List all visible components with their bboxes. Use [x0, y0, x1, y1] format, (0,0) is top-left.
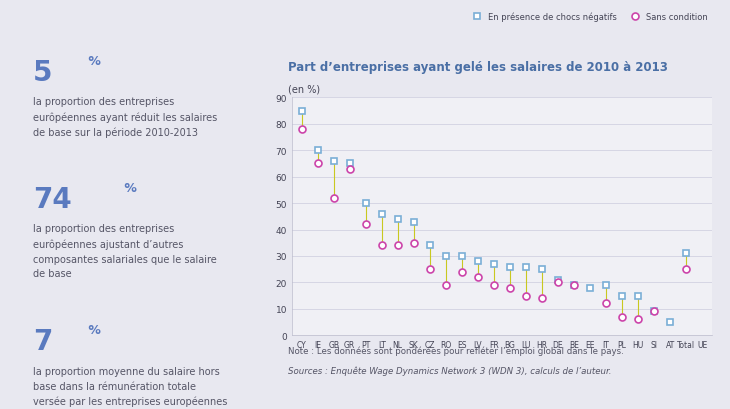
Text: 7: 7: [33, 328, 53, 355]
Text: la proportion moyenne du salaire hors
base dans la rémunération totale
versée pa: la proportion moyenne du salaire hors ba…: [33, 366, 227, 406]
Legend: En présence de chocs négatifs, Sans condition: En présence de chocs négatifs, Sans cond…: [469, 12, 707, 22]
Text: Part d’entreprises ayant gelé les salaires de 2010 à 2013: Part d’entreprises ayant gelé les salair…: [288, 61, 668, 74]
Text: 5: 5: [33, 58, 53, 86]
Text: Note : Les données sont pondérées pour refléter l’emploi global dans le pays.: Note : Les données sont pondérées pour r…: [288, 346, 624, 355]
Text: (en %): (en %): [288, 84, 320, 94]
Text: 74: 74: [33, 185, 72, 213]
Text: %: %: [84, 324, 101, 337]
Text: la proportion des entreprises
eurôpéennes ajustant d’autres
composantes salarial: la proportion des entreprises eurôpéenne…: [33, 224, 217, 279]
Text: %: %: [84, 54, 101, 67]
Text: %: %: [120, 182, 137, 194]
Text: Sources : Enquête Wage Dynamics Network 3 (WDN 3), calculs de l’auteur.: Sources : Enquête Wage Dynamics Network …: [288, 366, 612, 375]
Text: la proportion des entreprises
eurôpéennes ayant réduit les salaires
de base sur : la proportion des entreprises eurôpéenne…: [33, 97, 217, 138]
